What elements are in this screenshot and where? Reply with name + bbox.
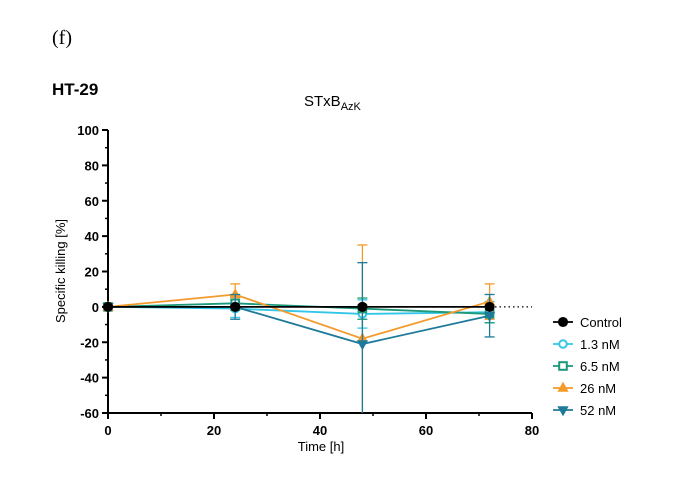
series-line bbox=[107, 302, 490, 315]
legend-item-1-3-nm: 1.3 nM bbox=[553, 337, 620, 352]
y-tick-label: 80 bbox=[85, 158, 99, 173]
x-tick-label: 60 bbox=[419, 423, 433, 438]
legend-marker bbox=[557, 316, 569, 328]
series-1-3-nm bbox=[103, 299, 495, 329]
legend: Control 1.3 nM 6.5 nM 26 nM 52 nM bbox=[553, 315, 622, 418]
cell-line-label: HT-29 bbox=[52, 80, 98, 99]
legend-label: 26 nM bbox=[580, 381, 616, 396]
series-line bbox=[107, 305, 490, 315]
series-26-nm bbox=[102, 244, 496, 413]
data-point bbox=[356, 340, 369, 351]
x-tick-label: 40 bbox=[313, 423, 327, 438]
y-tick-label: 20 bbox=[85, 265, 99, 280]
y-tick-label: 40 bbox=[85, 229, 99, 244]
plot-area bbox=[102, 244, 496, 413]
legend-label: 1.3 nM bbox=[580, 337, 620, 352]
series-line bbox=[107, 293, 490, 340]
y-tick-label: -20 bbox=[80, 335, 99, 350]
x-tick-label: 80 bbox=[525, 423, 539, 438]
x-tick-label: 0 bbox=[104, 423, 111, 438]
legend-label: 52 nM bbox=[580, 403, 616, 418]
series-52-nm bbox=[102, 262, 496, 413]
y-tick-label: 0 bbox=[92, 300, 99, 315]
y-tick-label: 60 bbox=[85, 194, 99, 209]
chart-title-main: STxB bbox=[304, 93, 341, 110]
legend-item-26-nm: 26 nM bbox=[553, 381, 616, 396]
y-tick-label: -40 bbox=[80, 371, 99, 386]
legend-item-6-5-nm: 6.5 nM bbox=[553, 359, 620, 374]
chart-title-subscript: AzK bbox=[341, 101, 362, 113]
x-axis-label: Time [h] bbox=[298, 439, 344, 454]
x-tick-label: 20 bbox=[207, 423, 221, 438]
legend-item-control: Control bbox=[553, 315, 622, 330]
y-axis-label: Specific killing [%] bbox=[53, 219, 68, 323]
legend-marker bbox=[558, 361, 568, 371]
panel-label: (f) bbox=[52, 27, 72, 49]
legend-label: 6.5 nM bbox=[580, 359, 620, 374]
series-control bbox=[102, 301, 495, 312]
legend-marker bbox=[557, 406, 569, 417]
data-point bbox=[484, 301, 495, 312]
legend-marker bbox=[558, 339, 568, 349]
data-point bbox=[230, 301, 241, 312]
legend-item-52-nm: 52 nM bbox=[553, 403, 616, 418]
legend-marker bbox=[557, 381, 569, 392]
chart-title: STxBAzK bbox=[304, 93, 362, 113]
data-point bbox=[483, 311, 496, 323]
legend-label: Control bbox=[580, 315, 622, 330]
y-tick-label: 100 bbox=[77, 123, 99, 138]
series-6-5-nm bbox=[103, 295, 495, 324]
axes: -60 -40 -20 0 20 40 60 80 100 0 20 40 60 80 bbox=[77, 123, 539, 438]
data-point bbox=[357, 301, 368, 312]
y-tick-label: -60 bbox=[80, 406, 99, 421]
data-point bbox=[102, 301, 114, 312]
